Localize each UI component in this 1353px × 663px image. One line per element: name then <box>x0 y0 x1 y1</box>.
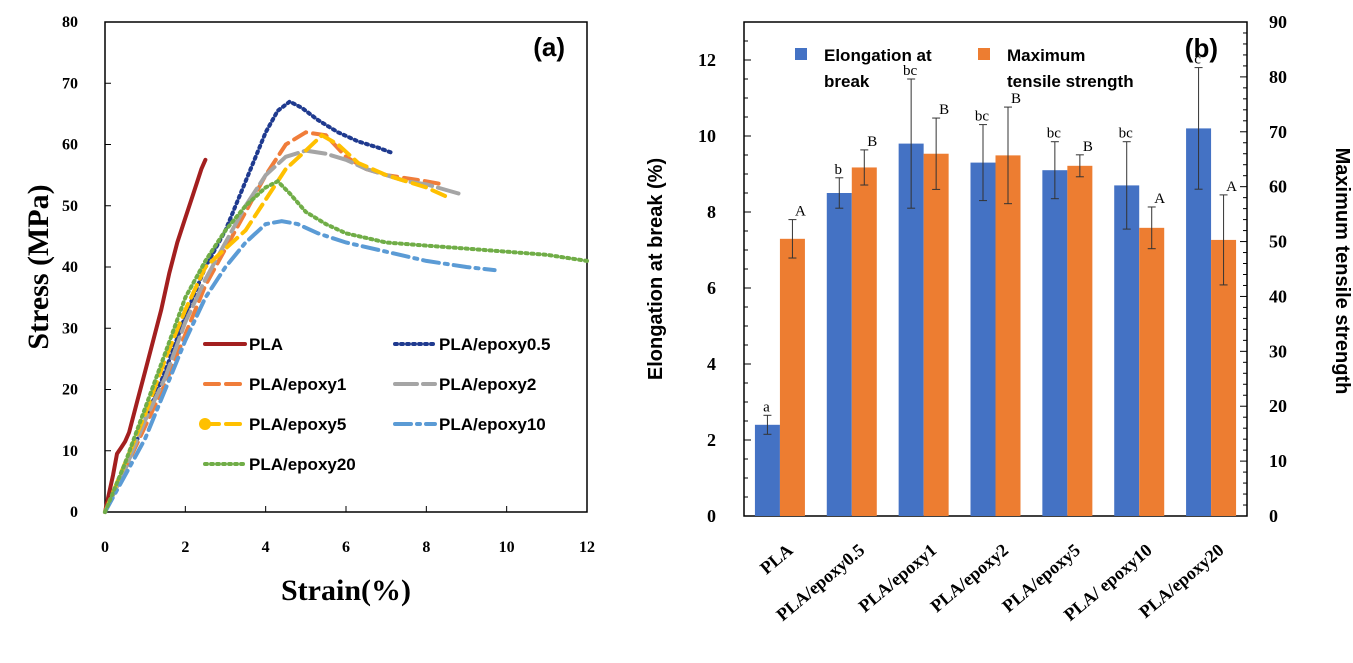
bar-tensile-pla-epoxy1 <box>923 153 949 516</box>
bar-elongation-pla-epoxy10 <box>1114 185 1140 516</box>
bar-elongation-pla-epoxy5 <box>1042 170 1068 516</box>
bar-elongation-pla-epoxy20 <box>1186 128 1212 516</box>
panel-b-left-axis-label: Elongation at break (%) <box>645 158 667 380</box>
panel-b-right-tick-label: 90 <box>1269 12 1287 32</box>
panel-a-x-axis-label: Strain(%) <box>281 574 411 607</box>
panel-b-left-tick-label: 12 <box>698 50 716 70</box>
legend-label-pla-epoxy1: PLA/epoxy1 <box>249 375 346 394</box>
legend-label-pla: PLA <box>249 335 283 354</box>
significance-letter: B <box>1011 91 1021 107</box>
panel-b-right-tick-label: 10 <box>1269 451 1287 471</box>
significance-letter: A <box>1154 191 1165 207</box>
legend-swatch-tensile <box>978 48 990 60</box>
panel-a-x-tick-label: 4 <box>262 539 270 556</box>
bar-tensile-pla <box>779 238 805 517</box>
legend-label-pla-epoxy10: PLA/epoxy10 <box>439 415 546 434</box>
panel-a-x-tick-label: 6 <box>342 539 350 556</box>
panel-a-y-axis-label: Stress (MPa) <box>22 184 55 349</box>
category-label-pla-epoxy2: PLA/epoxy2 <box>926 540 1012 616</box>
series-line-pla-epoxy0-5 <box>103 99 397 514</box>
panel-b-bar-chart: 0 2 4 6 8 10 12 0 10 20 30 40 50 60 70 80 90 a A PLA b B PLA/… <box>645 12 1353 625</box>
panel-a-lines <box>103 99 589 514</box>
legend-label-tensile: Maximum <box>1007 46 1085 65</box>
panel-b-left-tick-label: 8 <box>707 202 716 222</box>
legend-label-pla-epoxy0-5: PLA/epoxy0.5 <box>439 335 551 354</box>
significance-letter: B <box>939 102 949 118</box>
panel-b-left-tick-label: 10 <box>698 126 716 146</box>
panel-a-y-tick-label: 30 <box>62 320 78 337</box>
panel-b-right-tick-label: 60 <box>1269 177 1287 197</box>
panel-b-left-tick-label: 2 <box>707 430 716 450</box>
panel-a-x-tick-label: 0 <box>101 539 109 556</box>
panel-b-legend: Elongation at break Maximum tensile strengt… <box>795 46 1134 91</box>
significance-letter: A <box>1226 179 1237 195</box>
series-line-pla-epoxy20 <box>103 178 589 514</box>
panel-b-right-tick-label: 50 <box>1269 232 1287 252</box>
significance-letter: B <box>867 134 877 150</box>
panel-b-left-tick-label: 6 <box>707 278 716 298</box>
panel-a-y-tick-label: 50 <box>62 198 78 215</box>
panel-a-x-tick-label: 2 <box>181 539 189 556</box>
bar-tensile-pla-epoxy5 <box>1067 165 1093 516</box>
legend-marker-pla-epoxy5 <box>199 418 211 430</box>
significance-letter: bc <box>903 63 918 79</box>
panel-a-x-tick-label: 12 <box>579 539 595 556</box>
series-line-pla-epoxy5 <box>103 132 449 514</box>
panel-a-y-tick-label: 40 <box>62 259 78 276</box>
category-label-pla: PLA <box>756 540 796 578</box>
significance-letter: bc <box>1119 126 1134 142</box>
panel-a-y-tick-label: 0 <box>70 504 78 521</box>
bar-elongation-pla-epoxy2 <box>970 162 996 516</box>
significance-letter: A <box>795 204 806 220</box>
panel-a-x-tick-label: 8 <box>422 539 430 556</box>
bar-tensile-pla-epoxy0-5 <box>851 167 877 516</box>
legend-label-elongation: break <box>824 72 870 91</box>
bar-tensile-pla-epoxy20 <box>1211 239 1237 517</box>
series-line-pla-epoxy2 <box>103 148 461 514</box>
panel-a-ticks: 0 2 4 6 8 10 12 0 10 20 30 40 50 60 70 80 <box>62 14 595 556</box>
legend-label-pla-epoxy20: PLA/epoxy20 <box>249 455 356 474</box>
significance-letter: a <box>763 399 770 415</box>
panel-b-right-tick-label: 80 <box>1269 67 1287 87</box>
panel-a-y-tick-label: 70 <box>62 75 78 92</box>
category-label-pla-epoxy1: PLA/epoxy1 <box>855 540 941 616</box>
panel-a-stress-strain-chart: 0 2 4 6 8 10 12 0 10 20 30 40 50 60 70 80 (a) Strain(%)… <box>22 14 595 607</box>
significance-letter: b <box>835 162 843 178</box>
bar-tensile-pla-epoxy10 <box>1139 227 1165 517</box>
panel-b-left-tick-label: 0 <box>707 506 716 526</box>
significance-letter: B <box>1083 139 1093 155</box>
significance-letter: bc <box>1047 126 1062 142</box>
panel-a-x-tick-label: 10 <box>499 539 515 556</box>
panel-b-bars: aAPLAbBPLA/epoxy0.5bcBPLA/epoxy1bcBPLA/e… <box>754 52 1237 625</box>
panel-b-right-tick-label: 0 <box>1269 506 1278 526</box>
panel-a-y-tick-label: 80 <box>62 14 78 31</box>
series-line-pla <box>103 157 208 514</box>
panel-b-label: (b) <box>1185 33 1218 63</box>
panel-a-legend: PLA PLA/epoxy0.5 PLA/epoxy1 PLA/epoxy2 PLA/e… <box>199 335 551 474</box>
legend-label-pla-epoxy5: PLA/epoxy5 <box>249 415 346 434</box>
panel-a-y-tick-label: 60 <box>62 137 78 154</box>
panel-b-right-tick-label: 70 <box>1269 122 1287 142</box>
panel-b-right-axis-label: Maximum tensile strength <box>1331 148 1353 395</box>
panel-b-left-tick-label: 4 <box>707 354 716 374</box>
panel-a-y-tick-label: 10 <box>62 443 78 460</box>
panel-a-y-tick-label: 20 <box>62 382 78 399</box>
bar-tensile-pla-epoxy2 <box>995 155 1021 516</box>
legend-label-tensile: tensile strength <box>1007 72 1134 91</box>
panel-b-right-tick-label: 40 <box>1269 286 1287 306</box>
bar-elongation-pla <box>754 424 780 516</box>
legend-label-pla-epoxy2: PLA/epoxy2 <box>439 375 536 394</box>
legend-swatch-elongation <box>795 48 807 60</box>
bar-elongation-pla-epoxy0-5 <box>826 193 852 516</box>
panel-a-label: (a) <box>533 32 565 62</box>
significance-letter: c <box>1194 52 1201 68</box>
legend-label-elongation: Elongation at <box>824 46 932 65</box>
panel-a-plot-frame <box>104 21 588 513</box>
panel-b-right-tick-label: 20 <box>1269 396 1287 416</box>
significance-letter: bc <box>975 109 990 125</box>
panel-b-ticks: 0 2 4 6 8 10 12 0 10 20 30 40 50 60 70 80 90 <box>698 12 1287 526</box>
series-line-pla-epoxy10 <box>103 219 497 514</box>
panel-b-right-tick-label: 30 <box>1269 341 1287 361</box>
